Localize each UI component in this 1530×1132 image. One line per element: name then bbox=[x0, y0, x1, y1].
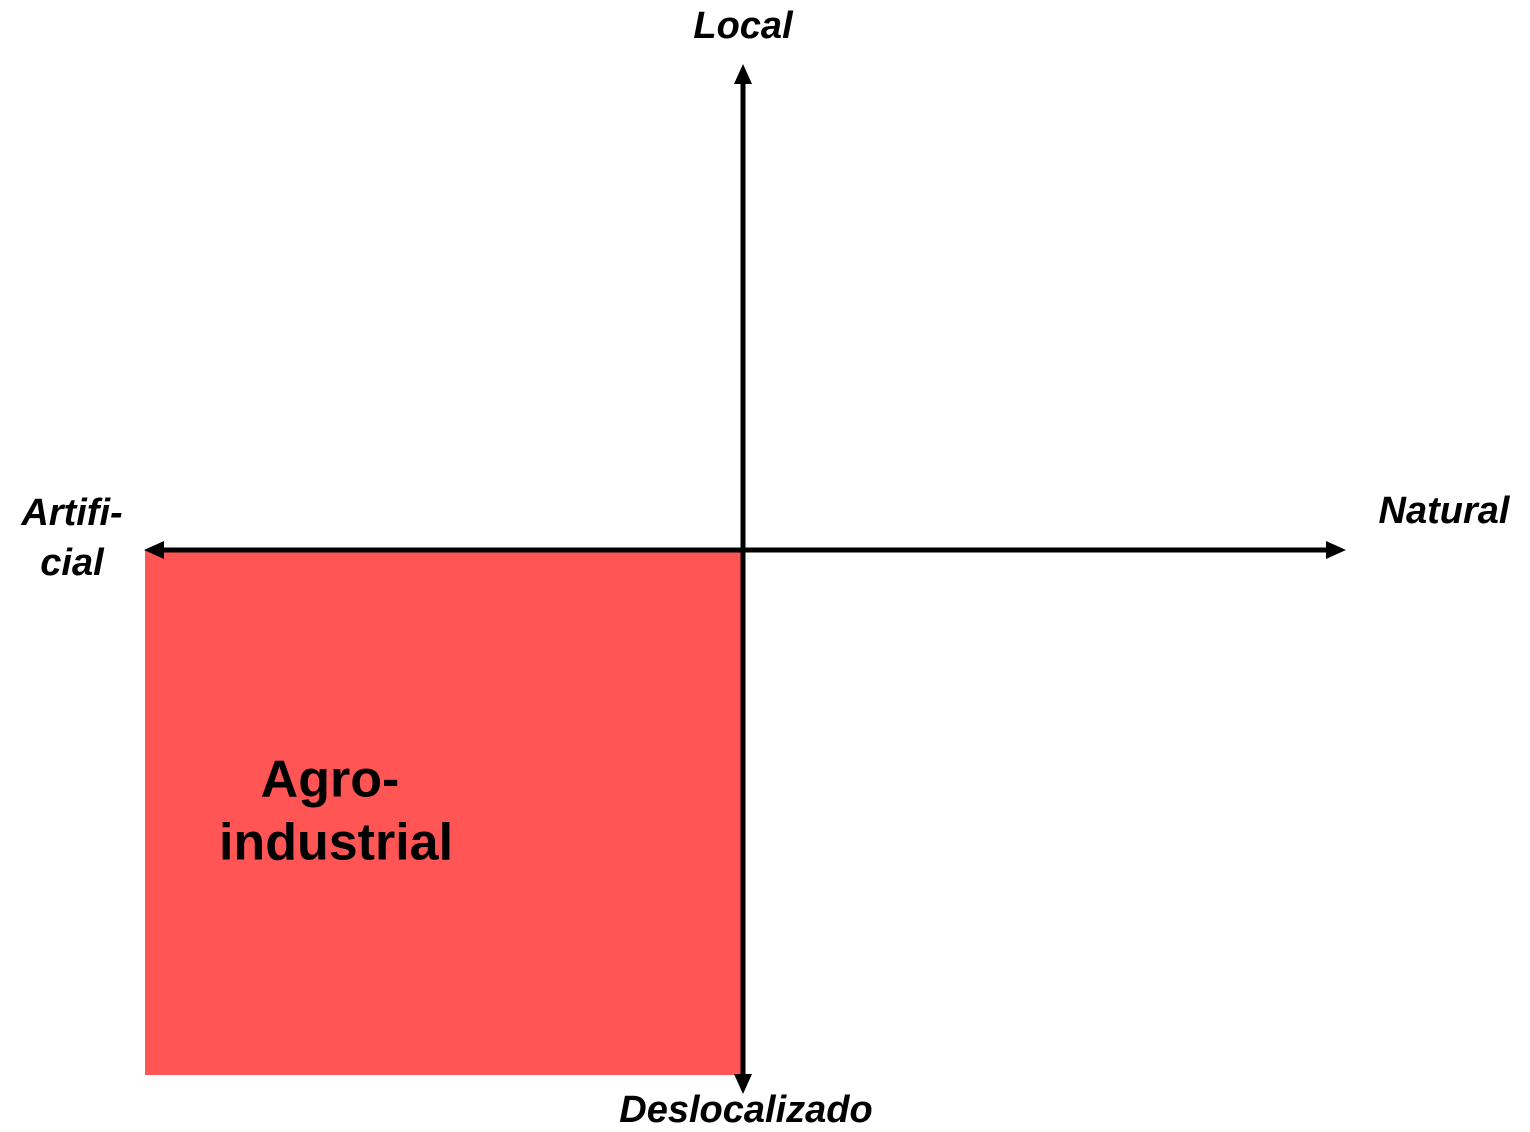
quadrant-fill bbox=[145, 550, 743, 1075]
arrowhead-left bbox=[144, 541, 164, 559]
axis-label-left: Artifi- bbox=[20, 492, 122, 534]
axis-label-top: Local bbox=[693, 5, 794, 47]
axis-label-right: Natural bbox=[1379, 490, 1511, 532]
arrowhead-right bbox=[1326, 541, 1346, 559]
arrowhead-down bbox=[734, 1074, 752, 1094]
axis-label-left: cial bbox=[40, 542, 105, 584]
axis-label-bottom: Deslocalizado bbox=[619, 1089, 872, 1131]
quadrant-label: Agro- bbox=[261, 751, 400, 809]
quadrant-label: industrial bbox=[219, 814, 453, 872]
arrowhead-up bbox=[734, 64, 752, 84]
